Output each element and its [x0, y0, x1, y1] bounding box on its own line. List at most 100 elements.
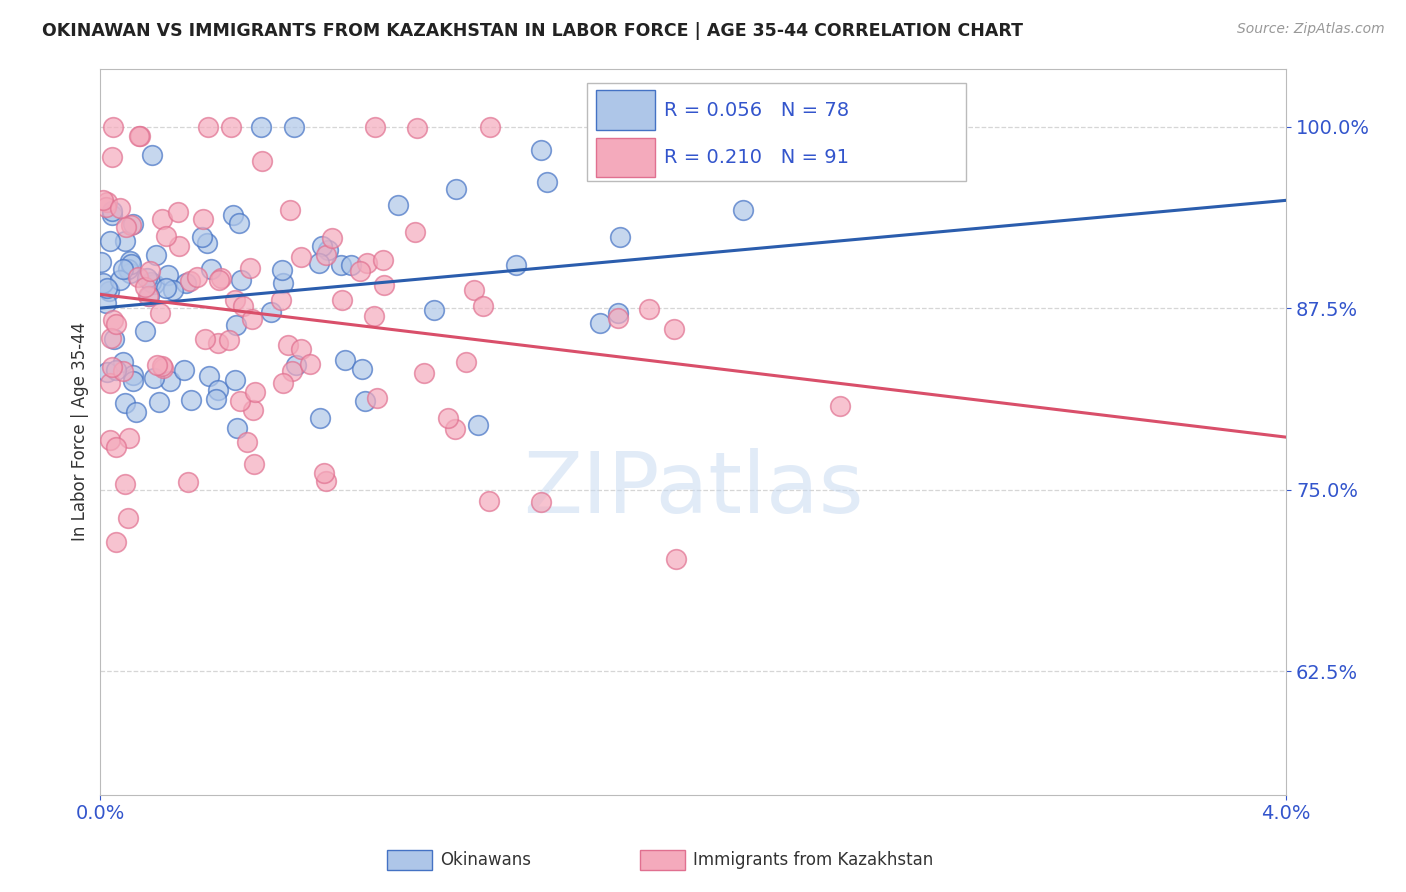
Point — [104, 535, 127, 549]
Point — [278, 203, 301, 218]
Point — [478, 493, 501, 508]
Point — [454, 355, 477, 369]
Point — [731, 202, 754, 217]
Point — [277, 338, 299, 352]
Point — [350, 362, 373, 376]
Point — [209, 271, 232, 285]
Point — [312, 467, 335, 481]
Text: R = 0.056   N = 78: R = 0.056 N = 78 — [664, 101, 849, 120]
Point — [96, 365, 118, 379]
Point — [145, 248, 167, 262]
Point — [665, 552, 688, 566]
Point — [120, 219, 142, 233]
Point — [478, 120, 501, 134]
Point — [444, 182, 467, 196]
Point — [222, 208, 245, 222]
Point — [271, 376, 294, 390]
Point — [138, 288, 160, 302]
Point — [271, 276, 294, 290]
Point — [167, 205, 190, 219]
Point — [101, 120, 124, 134]
Point — [366, 391, 388, 405]
Text: Immigrants from Kazakhstan: Immigrants from Kazakhstan — [693, 851, 934, 869]
Point — [96, 280, 118, 294]
Point — [125, 405, 148, 419]
Point — [90, 255, 112, 269]
Point — [152, 360, 174, 375]
Point — [207, 335, 229, 350]
Point — [159, 374, 181, 388]
Point — [250, 120, 273, 134]
Point — [205, 392, 228, 406]
Point — [308, 256, 330, 270]
FancyBboxPatch shape — [596, 90, 655, 130]
Point — [194, 332, 217, 346]
Point — [143, 277, 166, 291]
Point — [283, 120, 305, 134]
Point — [122, 374, 145, 388]
Point — [387, 198, 409, 212]
Point — [111, 364, 134, 378]
Point — [111, 355, 134, 369]
Point — [318, 243, 340, 257]
Point — [162, 283, 184, 297]
Point — [290, 250, 312, 264]
Point — [373, 277, 395, 292]
Point — [136, 289, 159, 303]
Point — [463, 283, 485, 297]
Point — [190, 229, 212, 244]
Point — [315, 474, 337, 488]
Point — [607, 311, 630, 326]
Point — [134, 279, 156, 293]
Point — [100, 331, 122, 345]
Point — [299, 357, 322, 371]
Point — [423, 302, 446, 317]
Point — [152, 212, 174, 227]
Text: OKINAWAN VS IMMIGRANTS FROM KAZAKHSTAN IN LABOR FORCE | AGE 35-44 CORRELATION CH: OKINAWAN VS IMMIGRANTS FROM KAZAKHSTAN I… — [42, 22, 1024, 40]
Point — [122, 368, 145, 382]
Point — [117, 262, 139, 277]
Point — [638, 301, 661, 316]
Point — [607, 306, 630, 320]
Point — [110, 201, 132, 215]
Point — [260, 304, 283, 318]
Point — [444, 422, 467, 436]
Point — [100, 376, 122, 391]
FancyBboxPatch shape — [596, 137, 655, 178]
Point — [100, 204, 122, 219]
Point — [179, 274, 201, 288]
Point — [118, 431, 141, 445]
Point — [329, 258, 352, 272]
Point — [243, 458, 266, 472]
Point — [167, 239, 190, 253]
Point — [104, 440, 127, 454]
Point — [321, 230, 343, 244]
Point — [195, 236, 218, 251]
Point — [225, 318, 247, 333]
Point — [437, 410, 460, 425]
Point — [200, 262, 222, 277]
Point — [208, 272, 231, 286]
Point — [356, 255, 378, 269]
Point — [115, 219, 138, 234]
Point — [108, 273, 131, 287]
Point — [207, 383, 229, 397]
Point — [242, 402, 264, 417]
Point — [186, 270, 208, 285]
Point — [103, 332, 125, 346]
Point — [218, 333, 240, 347]
Point — [404, 225, 426, 239]
Point — [148, 306, 170, 320]
Point — [243, 384, 266, 399]
Point — [340, 258, 363, 272]
Point — [96, 195, 118, 210]
Point — [94, 295, 117, 310]
Point — [191, 212, 214, 227]
Point — [335, 352, 357, 367]
Point — [240, 312, 263, 326]
Point — [315, 248, 337, 262]
Point — [224, 293, 246, 307]
Point — [148, 394, 170, 409]
Point — [136, 271, 159, 285]
Point — [128, 128, 150, 143]
